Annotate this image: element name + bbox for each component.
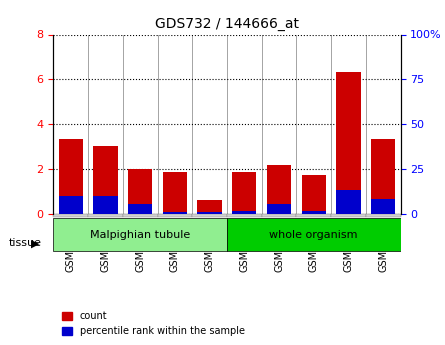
Bar: [198, 200, 222, 214]
Bar: [302, 210, 326, 214]
Bar: [232, 211, 256, 214]
Bar: [232, 172, 256, 214]
Bar: [59, 196, 83, 214]
FancyBboxPatch shape: [53, 214, 88, 217]
Bar: [267, 165, 291, 214]
Bar: [128, 169, 152, 214]
FancyBboxPatch shape: [123, 214, 158, 217]
Bar: [336, 190, 360, 214]
Bar: [128, 205, 152, 214]
Bar: [371, 139, 395, 214]
FancyBboxPatch shape: [53, 218, 227, 251]
Bar: [59, 139, 83, 214]
Bar: [163, 212, 187, 214]
Legend: count, percentile rank within the sample: count, percentile rank within the sample: [58, 307, 249, 340]
Bar: [371, 199, 395, 214]
FancyBboxPatch shape: [227, 214, 262, 217]
Text: ▶: ▶: [31, 238, 40, 248]
FancyBboxPatch shape: [227, 218, 400, 251]
Bar: [93, 196, 117, 214]
FancyBboxPatch shape: [331, 214, 366, 217]
Bar: [267, 205, 291, 214]
FancyBboxPatch shape: [366, 214, 400, 217]
Bar: [198, 211, 222, 214]
FancyBboxPatch shape: [262, 214, 296, 217]
Text: tissue: tissue: [9, 238, 42, 248]
Bar: [93, 146, 117, 214]
Bar: [336, 71, 360, 214]
FancyBboxPatch shape: [192, 214, 227, 217]
Title: GDS732 / 144666_at: GDS732 / 144666_at: [155, 17, 299, 31]
Bar: [163, 172, 187, 214]
Text: whole organism: whole organism: [270, 230, 358, 239]
FancyBboxPatch shape: [88, 214, 123, 217]
FancyBboxPatch shape: [296, 214, 331, 217]
Bar: [302, 175, 326, 214]
FancyBboxPatch shape: [158, 214, 192, 217]
Text: Malpighian tubule: Malpighian tubule: [90, 230, 190, 239]
